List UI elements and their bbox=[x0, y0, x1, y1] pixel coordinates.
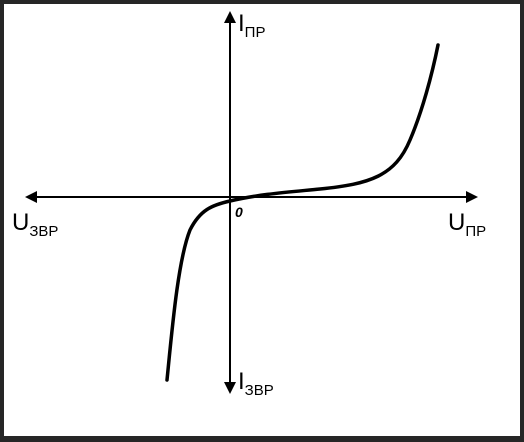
x-negative-label: UЗВР bbox=[12, 209, 58, 240]
origin-label: 0 bbox=[235, 204, 243, 220]
x-positive-label: UПР bbox=[448, 209, 486, 240]
y-negative-label: IЗВР bbox=[238, 368, 274, 399]
y-positive-label: IПР bbox=[238, 10, 265, 41]
iv-curve bbox=[167, 45, 438, 380]
